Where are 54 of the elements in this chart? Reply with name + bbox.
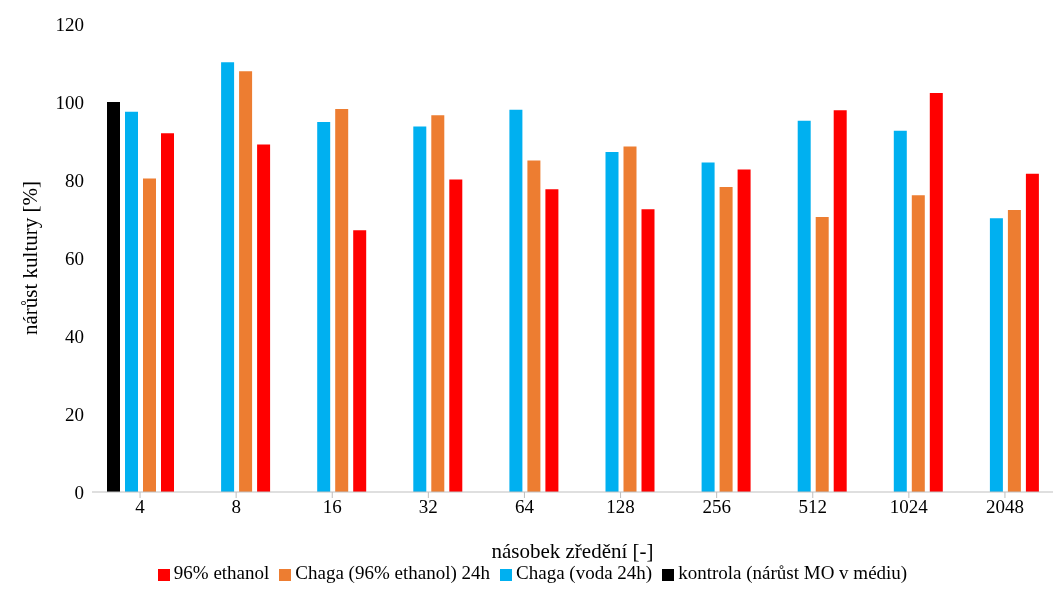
y-tick-label: 100 <box>55 91 84 113</box>
x-tick-label: 256 <box>702 496 731 518</box>
bar <box>239 71 253 492</box>
x-axis-title: násobek zředění [-] <box>491 539 654 563</box>
bar <box>623 146 637 492</box>
bar <box>431 115 445 492</box>
bar <box>1025 173 1039 492</box>
y-tick-label: 0 <box>74 481 84 503</box>
bar <box>893 130 907 492</box>
bar <box>317 121 331 492</box>
bar <box>797 120 811 492</box>
bar <box>509 109 523 492</box>
bar <box>641 209 655 492</box>
x-tick-label: 128 <box>606 496 635 518</box>
bar <box>815 217 829 492</box>
legend-label: Chaga (96% ethanol) 24h <box>295 562 491 583</box>
bar <box>719 187 733 492</box>
bar <box>605 151 619 492</box>
x-tick-label: 8 <box>231 496 241 518</box>
bar <box>929 93 943 492</box>
legend-label: kontrola (nárůst MO v médiu) <box>678 562 908 583</box>
bar <box>107 102 120 492</box>
bar <box>1007 210 1021 492</box>
bar <box>833 110 847 492</box>
x-tick-label: 2048 <box>985 496 1024 518</box>
bar <box>701 162 715 492</box>
bar <box>737 169 751 492</box>
x-tick-label: 4 <box>135 496 146 518</box>
bar <box>257 144 271 492</box>
bar <box>527 160 541 492</box>
bar <box>335 109 349 492</box>
bar <box>125 111 138 492</box>
bar <box>449 179 463 492</box>
x-tick-label: 16 <box>322 496 342 518</box>
bar <box>989 218 1003 492</box>
x-tick-label: 512 <box>798 496 827 518</box>
bar <box>221 62 235 492</box>
x-tick-label: 32 <box>418 496 438 518</box>
y-tick-label: 120 <box>55 13 84 35</box>
y-axis-title: nárůst kultury [%] <box>18 181 43 335</box>
bar <box>911 195 925 492</box>
bar <box>143 178 156 492</box>
bar <box>353 230 367 492</box>
legend-label: Chaga (voda 24h) <box>516 562 653 583</box>
x-tick-label: 64 <box>514 496 535 518</box>
bar <box>413 126 427 492</box>
bar <box>161 133 174 492</box>
y-tick-label: 40 <box>65 325 84 347</box>
bar <box>545 189 559 492</box>
x-tick-label: 1024 <box>889 496 929 518</box>
y-tick-label: 60 <box>65 247 84 269</box>
legend-label: 96% ethanol <box>173 562 270 583</box>
y-tick-label: 80 <box>65 169 84 191</box>
y-tick-label: 20 <box>65 403 84 425</box>
